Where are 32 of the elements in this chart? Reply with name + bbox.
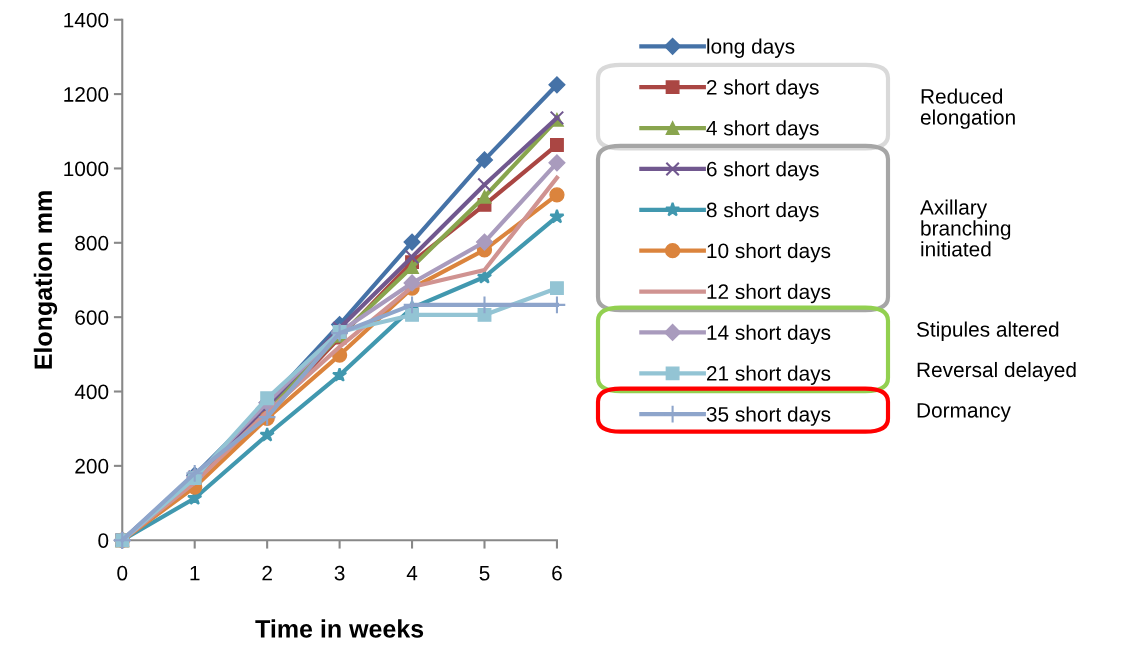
legend-label: 21 short days [706, 365, 831, 385]
legend-label: 10 short days [707, 242, 831, 263]
legend-label: 2 short days [706, 79, 819, 99]
text: Reduced elongation [920, 88, 1015, 129]
y-tick-label: 200 [75, 458, 109, 474]
text: Axillary branching initiated [920, 199, 1011, 257]
text: Dormancy [917, 403, 1011, 422]
legend-label: 14 short days [707, 324, 831, 345]
y-tick-label: 0 [98, 533, 109, 548]
x-tick-label: 2 [262, 565, 272, 581]
y-axis-title: Elongation mm [33, 191, 58, 369]
y-tick-label: 1200 [64, 87, 109, 102]
legend-label: 8 short days [706, 202, 819, 222]
x-axis-title: Time in weeks [255, 619, 424, 638]
y-tick-label: 1400 [64, 12, 109, 28]
y-tick-label: 400 [74, 384, 109, 400]
legend-label: 6 short days [706, 161, 819, 181]
text: Reversal delayed [917, 361, 1076, 382]
x-tick-label: 1 [190, 565, 200, 581]
x-tick-label: 4 [406, 565, 418, 581]
legend-label: 12 short days [707, 283, 831, 304]
x-tick-label: 0 [117, 565, 128, 581]
x-tick-label: 3 [334, 565, 345, 581]
x-tick-label: 6 [552, 565, 562, 581]
legend-label: long days [707, 38, 795, 58]
x-tick-label: 5 [479, 565, 490, 581]
y-tick-label: 600 [75, 310, 109, 325]
y-tick-label: 1000 [64, 161, 109, 177]
y-tick-label: 800 [75, 235, 109, 251]
legend-label: 35 short days [706, 406, 831, 426]
text: Stipules altered [916, 321, 1059, 341]
legend-label: 4 short days [706, 120, 819, 140]
